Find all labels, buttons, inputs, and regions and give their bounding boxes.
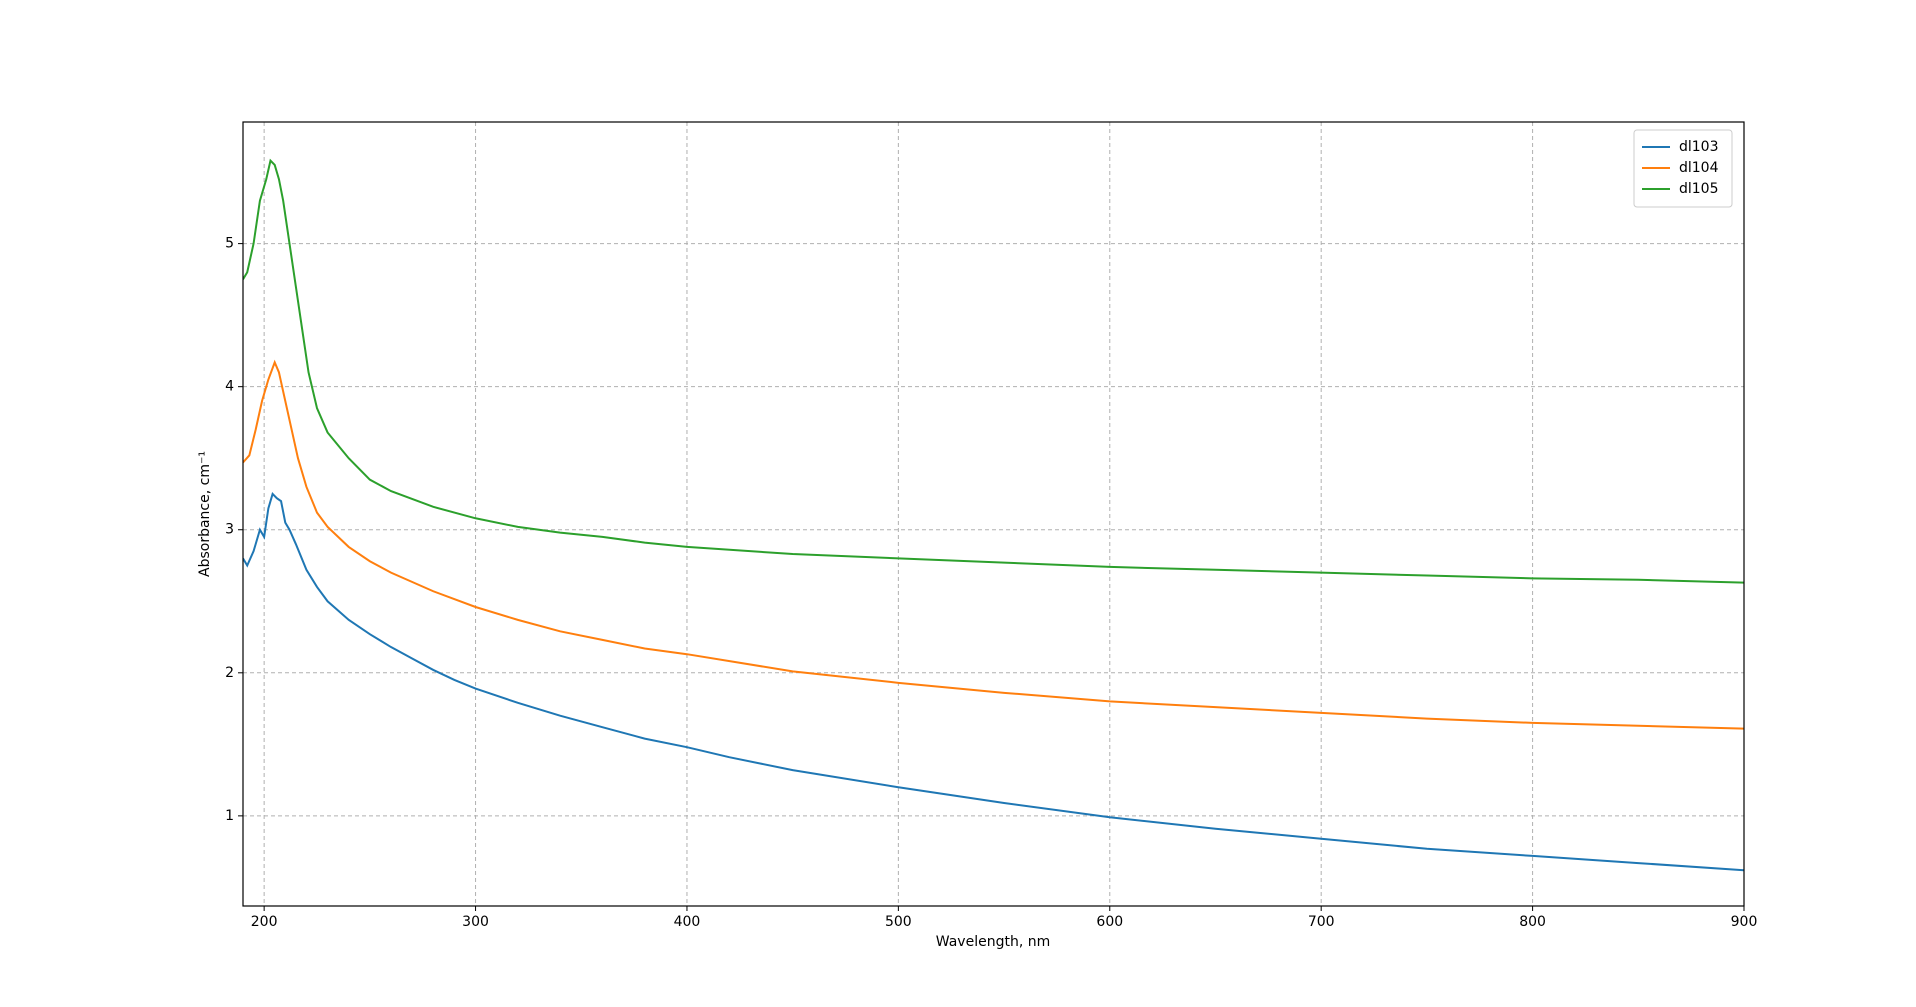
line-series <box>243 359 1744 730</box>
x-tick-label: 600 <box>1096 914 1123 930</box>
y-tick-label: 4 <box>225 379 234 395</box>
y-tick-label: 1 <box>225 808 234 824</box>
legend-box <box>1633 129 1733 208</box>
x-tick-label: 200 <box>251 914 278 930</box>
x-tick-label: 700 <box>1308 914 1335 930</box>
legend-label: dl104 <box>1679 160 1719 176</box>
y-tick-label: 5 <box>225 236 234 252</box>
line-series <box>243 492 1744 872</box>
x-tick-label: 400 <box>674 914 701 930</box>
y-tick-label: 3 <box>225 522 234 538</box>
legend-label: dl105 <box>1679 181 1719 197</box>
legend-label: dl103 <box>1679 139 1719 155</box>
line-series <box>243 158 1744 584</box>
x-tick-label: 800 <box>1519 914 1546 930</box>
x-tick-label: 500 <box>885 914 912 930</box>
x-axis-label: Wavelength, nm <box>936 934 1050 950</box>
y-tick-label: 2 <box>225 665 234 681</box>
x-tick-label: 300 <box>462 914 489 930</box>
y-axis-label: Absorbance, cm⁻¹ <box>197 451 213 577</box>
x-tick-label: 900 <box>1731 914 1758 930</box>
plot-frame <box>242 121 1745 907</box>
